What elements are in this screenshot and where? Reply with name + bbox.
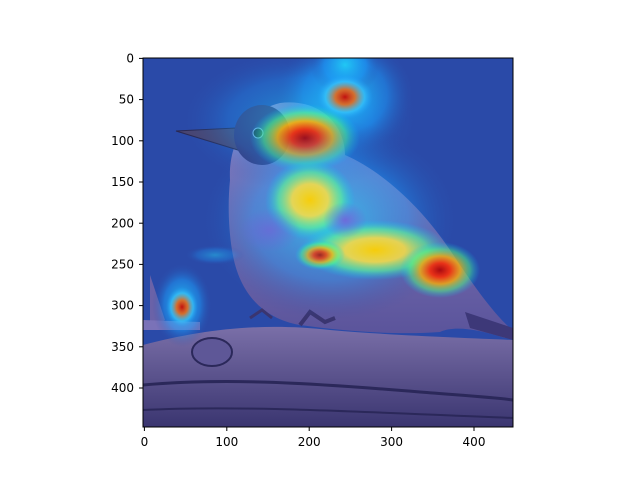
x-tick-label: 400 (463, 435, 486, 449)
y-tick-label: 350 (111, 340, 134, 354)
y-tick-label: 150 (111, 175, 134, 189)
heatmap-overlay (152, 58, 480, 347)
y-tick-label: 50 (119, 93, 134, 107)
y-tick-label: 300 (111, 299, 134, 313)
x-tick-label: 100 (215, 435, 238, 449)
y-tick-label: 200 (111, 216, 134, 230)
x-axis: 0 100 200 300 400 (141, 427, 486, 449)
y-tick-label: 250 (111, 258, 134, 272)
x-tick-label: 0 (141, 435, 149, 449)
y-tick-label: 100 (111, 134, 134, 148)
y-tick-label: 400 (111, 381, 134, 395)
image-area (143, 58, 513, 427)
x-tick-label: 300 (380, 435, 403, 449)
y-axis: 0 50 100 150 200 250 300 350 400 (111, 52, 143, 395)
x-tick-label: 200 (298, 435, 321, 449)
y-tick-label: 0 (126, 52, 134, 66)
axes-frame (142, 57, 514, 428)
